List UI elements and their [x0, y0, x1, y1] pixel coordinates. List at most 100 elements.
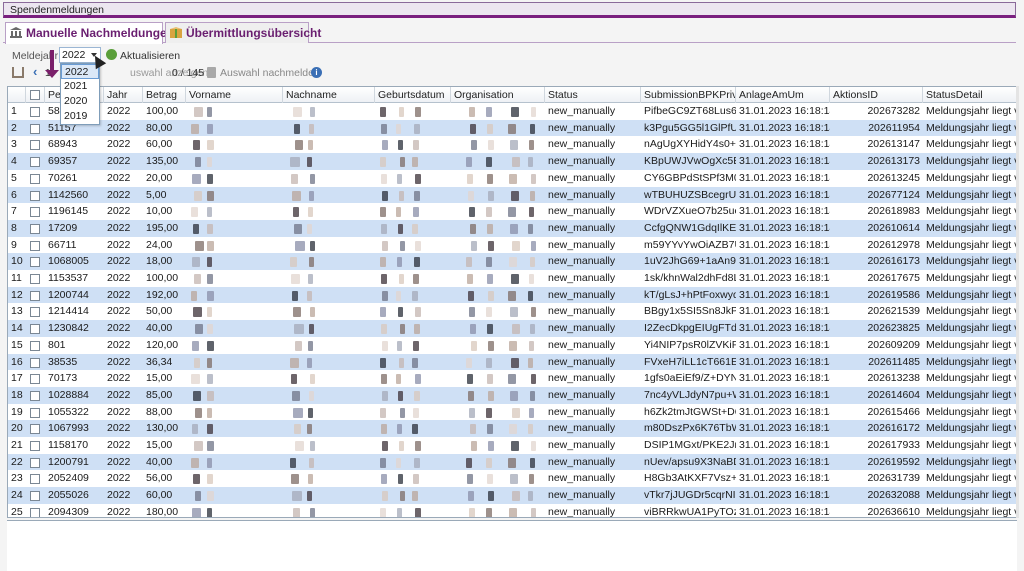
redacted-cell-icon [195, 491, 201, 502]
row-checkbox[interactable] [30, 123, 40, 134]
table-row[interactable]: 21 1158170 2022 15,00 new_manually DSIP1MGxt/… [8, 437, 1016, 454]
table-cell: Meldungsjahr liegt vor [926, 205, 1016, 218]
table-cell: BBgy1x5SI5Sn8JkPJDV [644, 305, 736, 318]
tab-uebermittlungsuebersicht[interactable]: Übermittlungsübersicht [165, 22, 321, 43]
column-header[interactable]: Vorname [186, 87, 283, 103]
tab-manuelle-nachmeldungen[interactable]: Manuelle Nachmeldungen [5, 22, 174, 44]
column-header[interactable] [26, 87, 45, 103]
column-header[interactable]: Nachname [283, 87, 375, 103]
row-checkbox[interactable] [30, 223, 40, 234]
refresh-button[interactable]: Aktualisieren [106, 49, 180, 62]
table-row[interactable]: 8 17209 2022 195,00 new_manually CcfgQNW1GdqI… [8, 219, 1016, 237]
table-cell: 202616172 [867, 422, 920, 435]
table-row[interactable]: 17 70173 2022 15,00 new_manually 1gfs0aEiEf9/… [8, 370, 1016, 387]
report-selection-button[interactable]: Auswahl nachmelden [220, 67, 320, 79]
table-row[interactable]: 12 1200744 2022 192,00 new_manually kT/gLsJ+h… [8, 286, 1016, 304]
table-row[interactable]: 1 58 2022 100,00 new_manually PifbeGC9ZT68Lus… [8, 103, 1016, 120]
column-header[interactable] [8, 87, 26, 103]
column-header[interactable]: Pe [45, 87, 104, 103]
year-select[interactable]: 2022 [59, 47, 101, 63]
table-cell: 2022 [107, 188, 131, 201]
table-cell: 202613245 [867, 171, 920, 184]
table-row[interactable]: 18 1028884 2022 85,00 new_manually 7nc4yVLJdy… [8, 386, 1016, 404]
row-checkbox[interactable] [30, 474, 40, 485]
table-row[interactable]: 24 2055026 2022 60,00 new_manually vTkr7jJUGD… [8, 487, 1016, 504]
row-checkbox[interactable] [30, 257, 40, 268]
refresh-icon [106, 49, 117, 60]
row-checkbox[interactable] [30, 407, 40, 418]
redacted-cell-icon [468, 390, 474, 401]
table-row[interactable]: 22 1200791 2022 40,00 new_manually nUev/apsu9… [8, 453, 1016, 471]
table-row[interactable]: 19 1055322 2022 88,00 new_manually h6Zk2tmJtG… [8, 404, 1016, 421]
redacted-cell-icon [380, 157, 386, 168]
year-option-2020[interactable]: 2020 [64, 95, 88, 107]
table-row[interactable]: 13 1214414 2022 50,00 new_manually BBgy1x5SI5… [8, 303, 1016, 320]
row-checkbox[interactable] [30, 173, 40, 184]
row-checkbox[interactable] [30, 441, 40, 451]
row-checkbox[interactable] [30, 324, 40, 335]
table-row[interactable]: 11 1153537 2022 100,00 new_manually 1sk/khnWa… [8, 270, 1016, 287]
back-arrow-icon[interactable]: ‹ [33, 64, 38, 79]
table-row[interactable]: 20 1067993 2022 130,00 new_manually m80DszPx6… [8, 420, 1016, 437]
vertical-scrollbar[interactable] [1016, 86, 1019, 518]
column-header[interactable]: AnlageAmUm [736, 87, 830, 103]
row-checkbox[interactable] [30, 424, 40, 435]
table-row[interactable]: 3 68943 2022 60,00 new_manually nAgUgXYHidY4s… [8, 136, 1016, 153]
row-checkbox[interactable] [30, 240, 40, 251]
info-icon[interactable]: i [311, 67, 322, 78]
row-checkbox[interactable] [30, 207, 40, 218]
row-checkbox[interactable] [30, 340, 40, 351]
row-checkbox[interactable] [30, 190, 40, 201]
row-checkbox[interactable] [30, 157, 40, 168]
table-row[interactable]: 14 1230842 2022 40,00 new_manually I2ZecDkpgE… [8, 320, 1016, 337]
select-all-checkbox[interactable] [30, 90, 40, 100]
table-row[interactable]: 15 801 2022 120,00 new_manually Yi4NIP7psR0lZ… [8, 337, 1016, 354]
row-checkbox[interactable] [30, 307, 40, 318]
row-checkbox[interactable] [30, 491, 40, 502]
table-row[interactable]: 9 66711 2022 24,00 new_manually m59YYvYwOiAZB… [8, 237, 1016, 254]
row-checkbox[interactable] [30, 390, 40, 401]
table-cell: Meldungsjahr liegt vor [926, 105, 1016, 117]
column-header[interactable]: Geburtsdatum [375, 87, 451, 103]
column-header[interactable]: StatusDetail [923, 87, 1016, 103]
column-header[interactable]: AktionsID [830, 87, 923, 103]
table-row[interactable]: 7 1196145 2022 10,00 new_manually WDrVZXueO7b… [8, 203, 1016, 220]
tab-bar: Manuelle Nachmeldungen Übermittlungsüber… [3, 21, 1016, 44]
table-row[interactable]: 10 1068005 2022 18,00 new_manually 1uV2JhG69+… [8, 253, 1016, 270]
column-header[interactable]: Betrag [143, 87, 186, 103]
row-checkbox[interactable] [30, 107, 40, 117]
row-checkbox[interactable] [30, 357, 40, 368]
column-header[interactable]: Jahr [104, 87, 143, 103]
table-row[interactable]: 16 38535 2022 36,34 new_manually FVxeH7iLL1cT… [8, 353, 1016, 371]
row-checkbox[interactable] [30, 374, 40, 385]
table-row[interactable]: 6 1142560 2022 5,00 new_manually wTBUHUZSBceg… [8, 186, 1016, 204]
show-selection-button[interactable]: uswahl anzeigen [130, 67, 209, 79]
row-checkbox[interactable] [30, 140, 40, 151]
redacted-cell-icon [207, 123, 213, 134]
year-option-2022[interactable]: 2022 [61, 64, 99, 79]
table-cell: FVxeH7iLL1cT661E8XC [644, 355, 736, 368]
table-row[interactable]: 5 70261 2022 20,00 new_manually CY6GBPdStSPf3… [8, 170, 1016, 187]
table-row[interactable]: 4 69357 2022 135,00 new_manually KBpUWJVwOgXc… [8, 153, 1016, 170]
title-bar: Spendenmeldungen [3, 2, 1016, 18]
table-cell: CcfgQNW1GdqIlKEHQ [644, 221, 736, 234]
redacted-cell-icon [308, 340, 313, 351]
row-checkbox[interactable] [30, 274, 40, 284]
year-option-2021[interactable]: 2021 [64, 80, 88, 92]
row-checkbox[interactable] [30, 507, 40, 517]
home-icon[interactable] [12, 67, 24, 78]
row-checkbox[interactable] [30, 457, 40, 468]
redacted-cell-icon [382, 240, 388, 251]
table-cell: 2022 [107, 355, 131, 368]
year-option-2019[interactable]: 2019 [64, 110, 88, 122]
column-header[interactable]: Status [545, 87, 641, 103]
column-header[interactable]: SubmissionBPKPrivate [641, 87, 736, 103]
column-header[interactable]: Organisation [451, 87, 545, 103]
table-row[interactable]: 2 51157 2022 80,00 new_manually k3Pgu5GG5l1Gl… [8, 119, 1016, 137]
redacted-cell-icon [380, 507, 386, 517]
table-cell: 1uV2JhG69+1aAn9eNt [644, 255, 736, 268]
row-checkbox[interactable] [30, 290, 40, 301]
table-row[interactable]: 25 2094309 2022 180,00 new_manually viBRRkwUA… [8, 504, 1016, 517]
table-row[interactable]: 23 2052409 2022 56,00 new_manually H8Gb3AtKXF… [8, 470, 1016, 487]
table-cell: 100,00 [146, 105, 179, 117]
